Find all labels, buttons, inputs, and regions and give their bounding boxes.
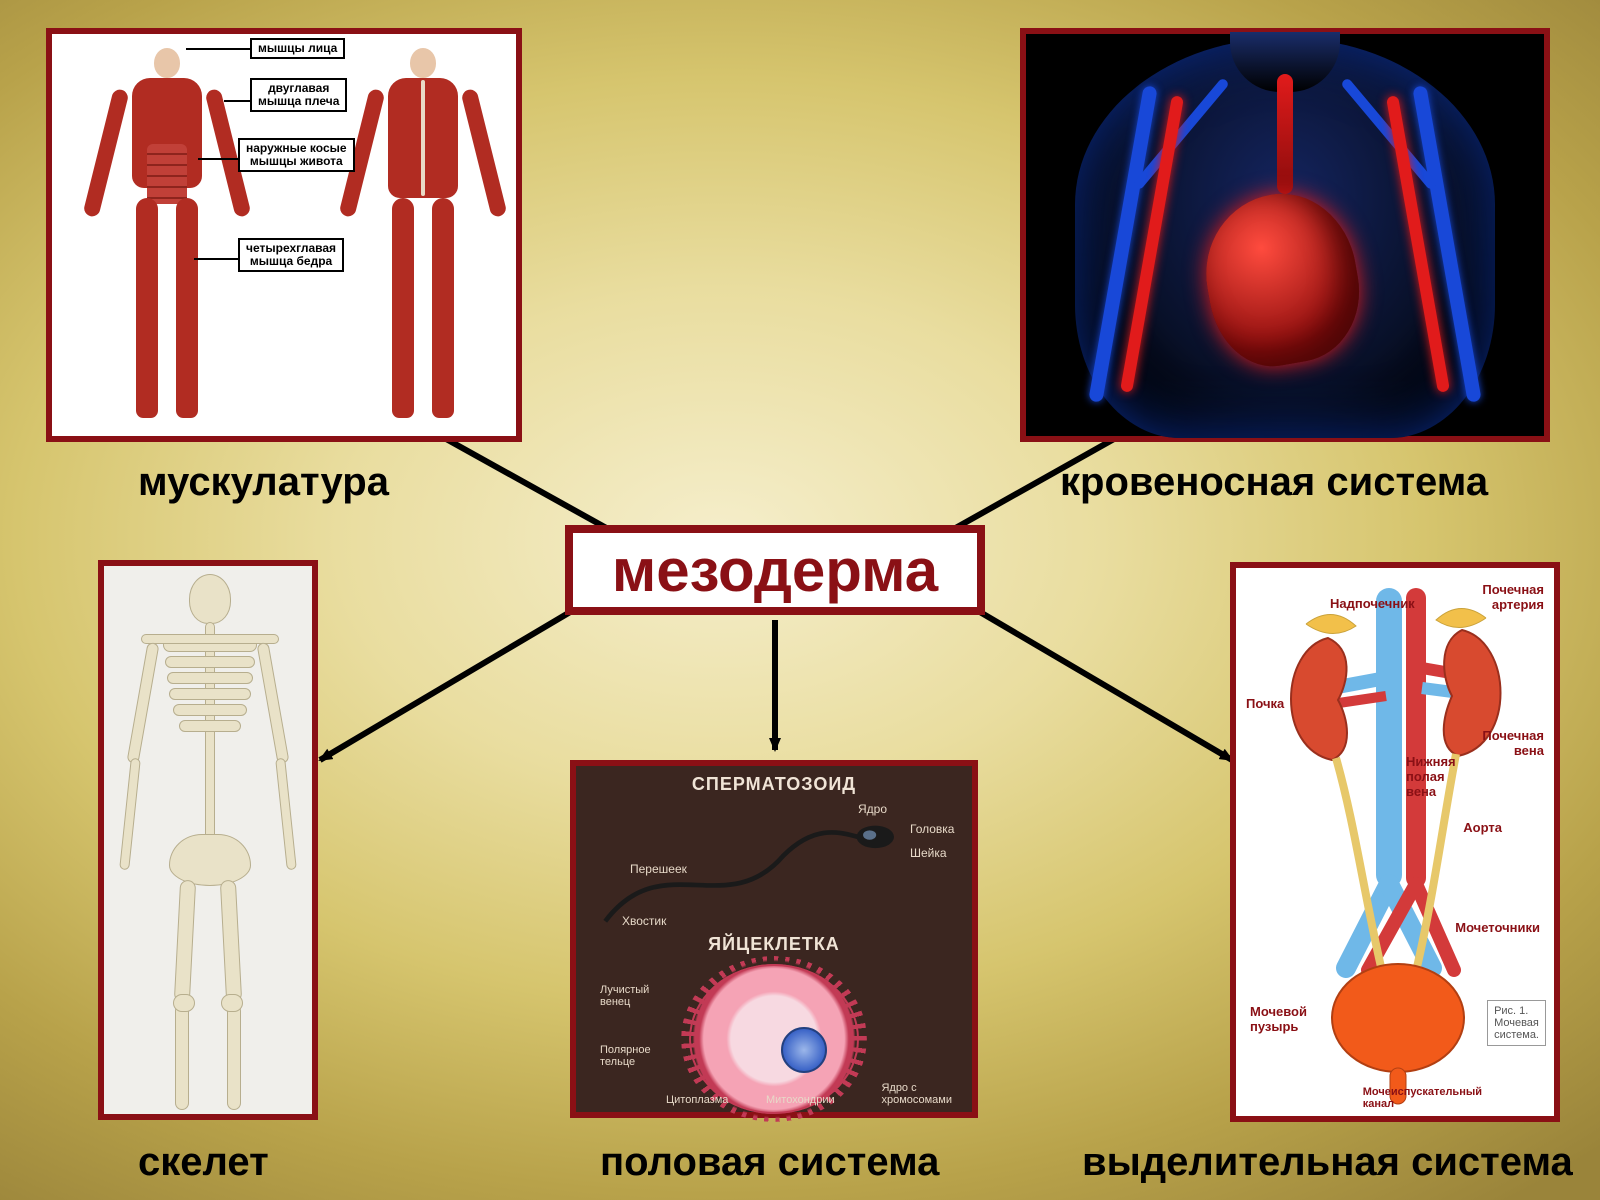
label-egg-title: ЯЙЦЕКЛЕТКА [576,934,972,955]
panel-reproductive-title: половая система [600,1140,939,1185]
panel-reproductive: СПЕРМАТОЗОИД Ядро Головка Шейка Перешеек… [570,760,978,1118]
panel-excretory: Надпочечник Почечнаяартерия Почка Нижняя… [1230,562,1560,1122]
panel-circulatory-title: кровеносная система [1060,460,1488,505]
skeleton-figure [123,574,293,1114]
label-quad: четырехглаваямышца бедра [238,238,344,272]
label-oblique: наружные косыемышцы живота [238,138,355,172]
panel-skeleton-title: скелет [138,1140,269,1185]
panel-excretory-title: выделительная система [1082,1140,1573,1185]
label-biceps: двуглаваямышца плеча [250,78,347,112]
muscle-figure-front [102,48,232,434]
panel-muscular: мышцы лица двуглаваямышца плеча наружные… [46,28,522,442]
panel-circulatory [1020,28,1550,442]
central-concept: мезодерма [565,525,985,615]
figure-caption: Рис. 1.Мочеваясистема. [1487,1000,1546,1046]
egg-cell-icon [689,964,859,1114]
muscle-figure-back [358,48,488,434]
label-face: мышцы лица [250,38,345,59]
slide-stage: { "page": { "width": 1600, "height": 120… [0,0,1600,1200]
panel-muscular-title: мускулатура [138,460,389,505]
central-text: мезодерма [612,536,938,605]
panel-skeleton [98,560,318,1120]
